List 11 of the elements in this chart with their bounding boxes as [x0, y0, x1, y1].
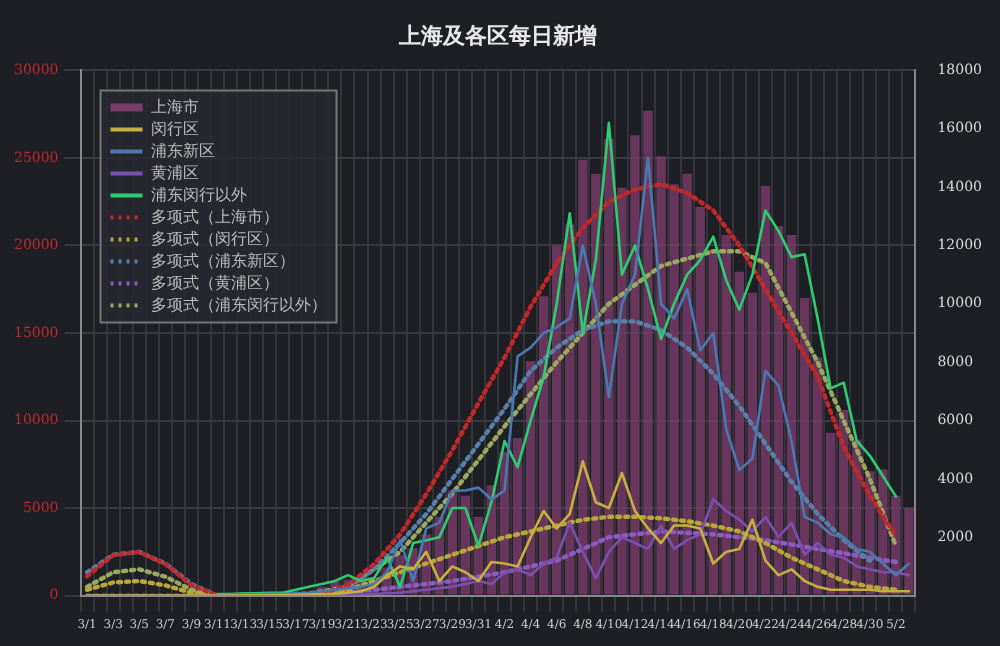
- legend-label: 多项式（浦东闵行以外）: [150, 295, 327, 314]
- legend-label: 上海市: [150, 97, 199, 116]
- legend-label: 多项式（浦东新区）: [150, 251, 295, 270]
- legend-label: 多项式（黄浦区）: [150, 273, 279, 292]
- legend-label: 多项式（闵行区）: [150, 229, 279, 248]
- legend-label: 浦东新区: [150, 141, 215, 160]
- chart-title: 上海及各区每日新增: [397, 22, 597, 49]
- legend-label: 黄浦区: [150, 163, 199, 182]
- legend-label: 闵行区: [150, 119, 199, 138]
- legend-label: 多项式（上海市）: [150, 207, 279, 226]
- legend-label: 浦东闵行以外: [150, 185, 247, 204]
